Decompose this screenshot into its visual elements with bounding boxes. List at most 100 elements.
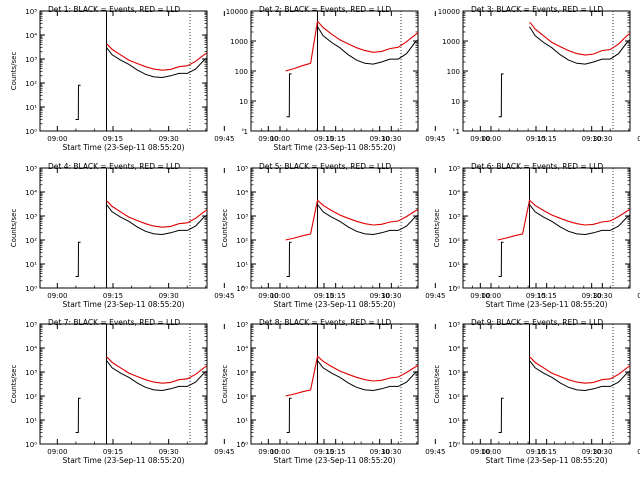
plot-area [285,324,418,444]
chart-panel-9: 10⁰ 10¹ 10² 10³ 10⁴ 10⁵ 09:00 09:15 09:30 09:45 10… [433,318,640,465]
plot-frame [250,167,419,289]
x-tick-label: 10:30 [592,292,612,300]
y-tick-label: 1000 [442,38,460,46]
events-series-line [286,73,292,118]
y-tick-label: 10⁴ [236,345,248,353]
plot-area [497,168,630,288]
x-tick-label: 10:15 [537,292,557,300]
x-tick-label: 09:45 [637,292,640,300]
y-tick-label: 10⁵ [448,165,460,173]
x-tick-label: 09:15 [314,448,334,456]
y-tick-label: 10¹ [25,261,37,269]
y-tick-label: 10¹ [448,261,460,269]
x-tick-label: 09:30 [159,135,179,143]
x-tick-label: 09:45 [214,135,234,143]
x-tick-label: 10:00 [481,135,501,143]
x-tick-label: 10:00 [270,448,290,456]
events-series-line [317,204,418,236]
y-tick-label: 10² [25,237,37,245]
y-tick-label: 10² [448,237,460,245]
y-tick-label: 100 [447,68,460,76]
y-tick-label: 10³ [25,369,37,377]
chart-title: Det 5: BLACK = Events, RED = LLD [259,162,391,171]
x-tick-label: 09:30 [582,448,602,456]
chart-title: Det 2: BLACK = Events, RED = LLD [259,5,391,14]
x-tick-label: 09:15 [526,292,546,300]
plot-frame [462,323,631,445]
events-series-line [286,397,292,433]
y-tick-label: 10¹ [25,417,37,425]
plot-frame [462,167,631,289]
y-tick-label: 10 [451,98,460,106]
x-axis-label: Start Time (23-Sep-11 08:55:20) [63,456,185,465]
y-tick-label: 10¹ [25,104,37,112]
x-tick-label: 09:45 [214,448,234,456]
y-tick-label: 10³ [25,213,37,221]
lld-series-line [529,356,630,384]
lld-series-line [106,356,207,384]
plot-frame [39,323,208,445]
y-tick-label: 10⁰ [236,441,248,449]
plot-frame [250,10,419,132]
x-tick-label: 10:30 [592,135,612,143]
y-tick-label: 10⁰ [448,285,460,293]
x-tick-label: 09:45 [637,135,640,143]
y-tick-label: 10⁵ [25,8,37,16]
plot-frame [250,323,419,445]
x-tick-label: 09:15 [526,448,546,456]
y-tick-label: 10¹ [448,417,460,425]
events-series-line [498,73,504,118]
y-tick-label: 10⁵ [25,321,37,329]
x-tick-label: 09:00 [470,135,490,143]
x-tick-label: 09:45 [637,448,640,456]
x-tick-label: 10:00 [481,448,501,456]
y-axis-label: Counts/sec [221,209,229,248]
events-series-line [529,360,630,392]
plot-frame [39,167,208,289]
x-tick-label: 09:15 [526,135,546,143]
y-tick-label: 10² [25,393,37,401]
x-tick-label: 09:45 [214,292,234,300]
y-axis-label: Counts/sec [10,209,18,248]
y-tick-label: 1 [456,128,460,136]
x-axis-label: Start Time (23-Sep-11 08:55:20) [274,143,396,152]
x-axis-label: Start Time (23-Sep-11 08:55:20) [486,300,608,309]
x-tick-label: 09:15 [103,448,123,456]
y-tick-label: 10000 [438,8,460,16]
y-tick-label: 10² [236,237,248,245]
x-tick-label: 10:15 [326,292,346,300]
y-tick-label: 10³ [236,369,248,377]
x-tick-label: 10:15 [326,448,346,456]
chart-panel-3: 1 10 100 1000 10000 09:00 09:15 09:30 09:45 10:00… [438,5,640,143]
events-series-line [498,241,504,277]
x-tick-label: 09:30 [370,448,390,456]
events-series-line [75,397,81,433]
y-tick-label: 10⁵ [236,321,248,329]
chart-title: Det 3: BLACK = Events, RED = LLD [471,5,603,14]
y-tick-label: 1 [244,128,248,136]
events-series-line [317,360,418,392]
x-tick-label: 10:30 [381,448,401,456]
y-tick-label: 10⁴ [236,189,248,197]
x-tick-label: 09:15 [314,292,334,300]
x-tick-label: 10:15 [326,135,346,143]
plot-area [498,11,630,131]
y-tick-label: 10² [25,80,37,88]
plot-area [75,168,207,288]
x-tick-label: 09:30 [582,135,602,143]
y-tick-label: 10⁴ [25,189,37,197]
events-series-line [106,204,207,236]
x-tick-label: 09:15 [314,135,334,143]
y-tick-label: 10⁵ [236,165,248,173]
chart-title: Det 9: BLACK = Events, RED = LLD [471,318,603,327]
y-tick-label: 10³ [448,369,460,377]
x-axis-label: Start Time (23-Sep-11 08:55:20) [63,143,185,152]
x-tick-label: 10:30 [381,135,401,143]
x-tick-label: 09:30 [159,292,179,300]
events-series-line [529,26,630,65]
